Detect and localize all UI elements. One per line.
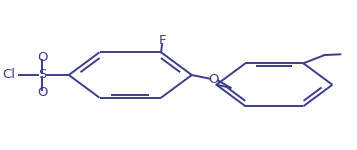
Text: Cl: Cl [2, 69, 15, 81]
Text: S: S [38, 69, 47, 81]
Text: O: O [208, 73, 219, 86]
Text: O: O [37, 51, 48, 64]
Text: O: O [37, 86, 48, 99]
Text: F: F [159, 34, 166, 47]
